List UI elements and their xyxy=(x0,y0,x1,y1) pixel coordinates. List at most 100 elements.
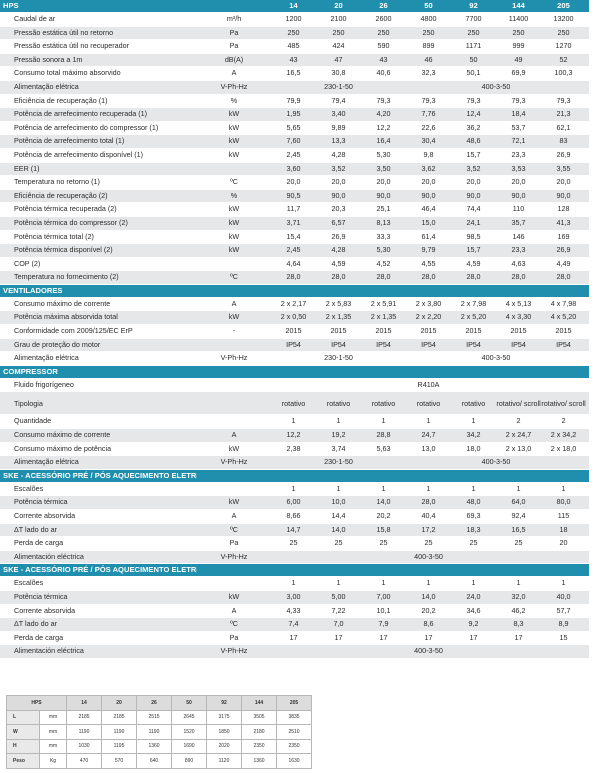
row-value: 50 xyxy=(469,54,478,64)
row-unit: Pa xyxy=(229,538,239,548)
row-value: 4,33 xyxy=(286,605,301,615)
row-value: rotativo xyxy=(281,398,306,408)
row-label: Potência térmica xyxy=(14,591,68,601)
row-value: 146 xyxy=(512,231,525,241)
row-value: 80,0 xyxy=(556,497,571,507)
dimensions-row: Peso Kg 470 570 640 890 1120 1360 1630 xyxy=(6,753,312,769)
row-unit: V-Ph-Hz xyxy=(220,81,248,91)
dimension-value: 890 xyxy=(171,753,207,769)
row-value: 1 xyxy=(516,483,521,493)
row-value: 24,7 xyxy=(421,430,436,440)
row-unit: V-Ph-Hz xyxy=(220,646,248,656)
row-value: 28,8 xyxy=(376,430,391,440)
row-unit: kW xyxy=(228,591,240,601)
row-value: 4800 xyxy=(420,14,437,23)
row-value: 2 x 2,20 xyxy=(415,312,442,322)
row-value: 98,5 xyxy=(466,231,481,241)
row-unit: % xyxy=(230,95,238,105)
row-value: 28,0 xyxy=(331,272,346,282)
row-value: 90,0 xyxy=(331,190,346,200)
dimension-value: 3505 xyxy=(241,709,277,725)
row-unit: kW xyxy=(228,443,240,453)
row-value: 23,3 xyxy=(511,245,526,255)
row-value: 20,2 xyxy=(421,605,436,615)
row-label: Potência térmica do compressor (2) xyxy=(14,217,128,227)
table-row: Potência térmica do compressor (2) kW 3,71… xyxy=(0,216,589,231)
row-value: 34,6 xyxy=(466,605,481,615)
row-value: 7,60 xyxy=(286,136,301,146)
row-value: 590 xyxy=(377,41,390,51)
model-header: 205 xyxy=(557,1,570,10)
row-unit: kW xyxy=(228,136,240,146)
row-value: 2 x 34,2 xyxy=(550,430,577,440)
row-value: 8,13 xyxy=(376,217,391,227)
row-value: 36,2 xyxy=(466,122,481,132)
row-value: 46,4 xyxy=(421,204,436,214)
dimensions-model: 205 xyxy=(276,695,312,711)
dimension-value: 640 xyxy=(136,753,172,769)
row-value: 250 xyxy=(557,27,570,37)
row-value: 64,0 xyxy=(511,497,526,507)
table-row: Fluido frigorígeneo R410A xyxy=(0,378,589,393)
row-label: Alimentação elétrica xyxy=(14,81,79,91)
row-value: 90,0 xyxy=(556,190,571,200)
dimension-label: L xyxy=(6,709,40,725)
row-value: 2 x 5,83 xyxy=(325,298,352,308)
dimension-unit: mm xyxy=(39,709,67,725)
row-value: 7,0 xyxy=(333,619,344,629)
row-label: Potência máxima absorvida total xyxy=(14,312,118,322)
row-value: 3,53 xyxy=(511,163,526,173)
row-value: 35,7 xyxy=(511,217,526,227)
row-value: 1 xyxy=(336,578,341,588)
dimension-value: 2645 xyxy=(171,709,207,725)
row-value: IP54 xyxy=(331,339,346,349)
row-value: 28,0 xyxy=(466,272,481,282)
row-value: 15,7 xyxy=(466,245,481,255)
row-label: Fluido frigorígeneo xyxy=(14,379,74,389)
dimension-unit: Kg xyxy=(39,753,67,769)
row-label: EER (1) xyxy=(14,163,40,173)
row-value: 1 xyxy=(291,416,296,426)
table-row: Alimentação elétrica V-Ph-Hz 230-1-50 400-3… xyxy=(0,80,589,95)
row-value: 5,65 xyxy=(286,122,301,132)
dimension-unit: mm xyxy=(39,738,67,754)
row-value: 30,4 xyxy=(421,136,436,146)
row-label: Alimentación eléctrica xyxy=(14,646,84,656)
row-value: 2 x 1,35 xyxy=(325,312,352,322)
table-row: Potência de arrefecimento recuperada (1)… xyxy=(0,108,589,122)
row-value: 2 x 7,98 xyxy=(460,298,487,308)
row-value: 4,28 xyxy=(331,149,346,159)
row-unit: V-Ph-Hz xyxy=(220,353,248,363)
row-label: Quantidade xyxy=(14,416,52,426)
row-value: 12,2 xyxy=(286,430,301,440)
row-value: 4,59 xyxy=(466,258,481,268)
row-label: Consumo máximo de corrente xyxy=(14,298,111,308)
table-row: Potência térmica kW 3,00 5,00 7,00 14,0 24,0 32… xyxy=(0,590,589,605)
row-label: COP (2) xyxy=(14,258,41,268)
dimensions-model: 20 xyxy=(101,695,137,711)
row-label: Grau de proteção do motor xyxy=(14,339,101,349)
row-value: 7,9 xyxy=(378,619,389,629)
row-value: 17 xyxy=(334,632,343,642)
table-row: Corrente absorvida A 4,33 7,22 10,1 20,2 34,6 4… xyxy=(0,604,589,619)
row-value: 1 xyxy=(471,483,476,493)
section-header: SKE - ACESSÓRIO PRÉ / PÓS AQUECIMENTO EL… xyxy=(0,564,589,578)
row-unit: A xyxy=(231,605,237,615)
row-value: 1 xyxy=(561,483,566,493)
row-value: 15 xyxy=(559,632,568,642)
table-row: COP (2) 4,64 4,59 4,52 4,55 4,59 4,63 4,49 xyxy=(0,257,589,272)
row-value: 19,2 xyxy=(331,430,346,440)
row-unit: kW xyxy=(228,497,240,507)
row-value: 2,45 xyxy=(286,149,301,159)
row-value: 1,95 xyxy=(286,109,301,119)
row-value: 4,52 xyxy=(376,258,391,268)
row-value: 5,30 xyxy=(376,245,391,255)
row-value: 18 xyxy=(559,524,568,534)
row-value: 14,7 xyxy=(286,524,301,534)
row-unit: kW xyxy=(228,312,240,322)
dimensions-model: 14 xyxy=(66,695,102,711)
table-row: Consumo total máximo absorvido A 16,5 30,8 4… xyxy=(0,67,589,81)
row-value: 14,4 xyxy=(331,511,346,520)
row-value: 57,7 xyxy=(556,605,571,615)
